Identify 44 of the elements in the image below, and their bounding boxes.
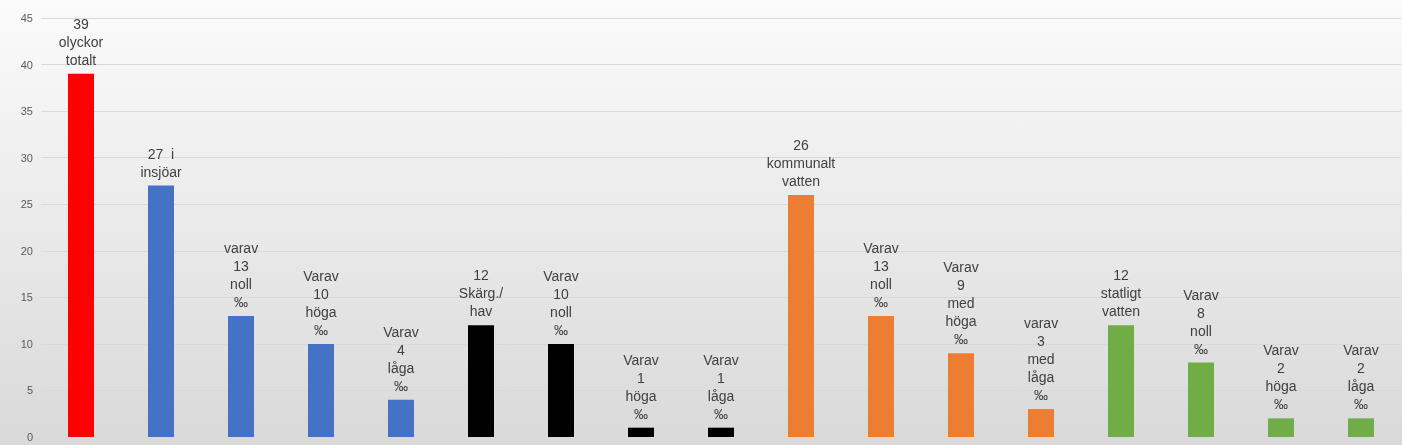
bar (708, 427, 734, 437)
data-label: 27 i insjöar (140, 145, 182, 180)
bar (868, 315, 894, 437)
data-label: Varav 1 låga ‰ (703, 351, 739, 422)
y-tick-label: 25 (20, 198, 33, 211)
y-tick-label: 30 (20, 151, 33, 164)
data-label: 12 statligt vatten (1100, 267, 1142, 320)
y-tick-label: 0 (26, 431, 33, 443)
bar (308, 343, 334, 437)
data-label: Varav 8 noll ‰ (1183, 286, 1219, 357)
bar (1028, 409, 1054, 437)
bar (628, 427, 654, 437)
data-label: 12 Skärg./ hav (458, 267, 504, 320)
bar (148, 185, 174, 437)
data-label: Varav 2 låga ‰ (1343, 342, 1379, 413)
bar (388, 399, 414, 437)
data-label: Varav 2 höga ‰ (1263, 342, 1299, 413)
y-tick-label: 20 (20, 244, 33, 257)
bar (1268, 418, 1294, 437)
y-tick-label: 15 (20, 291, 33, 304)
data-label: Varav 10 noll ‰ (543, 267, 579, 338)
bar (548, 343, 574, 437)
data-label: Varav 10 höga ‰ (303, 267, 339, 338)
y-tick-label: 5 (26, 384, 33, 397)
y-tick-label: 10 (20, 337, 33, 350)
data-label: Varav 13 noll ‰ (863, 239, 899, 310)
bar (468, 325, 494, 437)
bar (228, 315, 254, 437)
data-label: 26 kommunalt vatten (766, 136, 836, 189)
y-tick-label: 40 (20, 58, 33, 71)
data-label: Varav 1 höga ‰ (623, 351, 659, 422)
data-label: 39 olyckor totalt (58, 15, 104, 68)
data-label: Varav 4 låga ‰ (383, 323, 419, 394)
data-label: Varav 9 med höga ‰ (943, 259, 979, 348)
bar (788, 194, 814, 437)
y-tick-label: 35 (20, 105, 33, 118)
bar (68, 73, 94, 437)
data-label: varav 3 med låga ‰ (1023, 315, 1059, 404)
data-label: varav 13 noll ‰ (223, 239, 259, 310)
y-tick-label: 45 (20, 12, 33, 24)
bar (1348, 418, 1374, 437)
bar (948, 353, 974, 437)
bar (1188, 362, 1214, 437)
bar (1108, 325, 1134, 437)
